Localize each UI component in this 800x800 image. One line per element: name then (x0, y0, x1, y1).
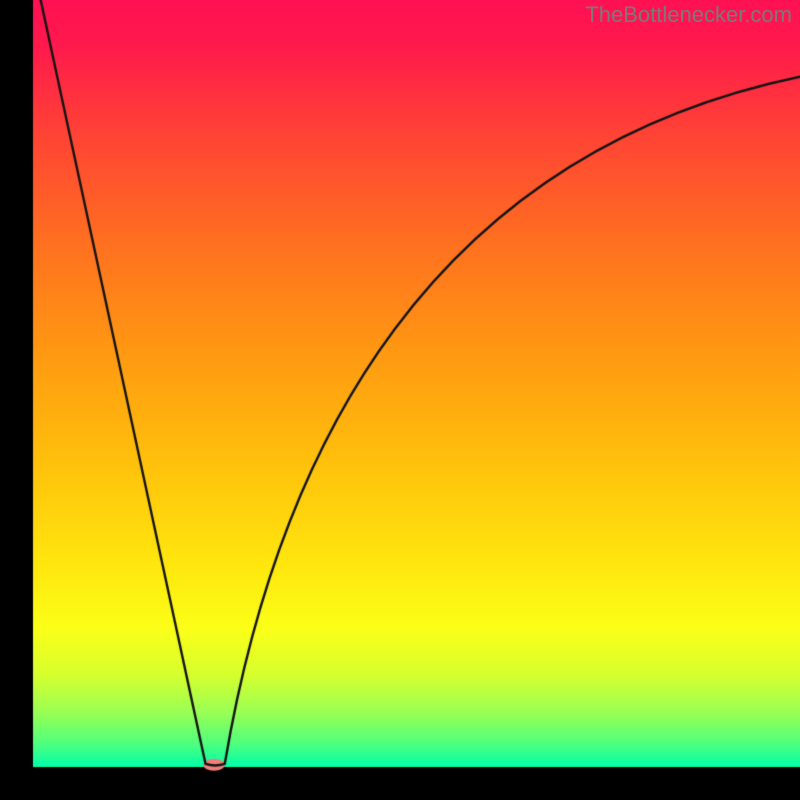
bottleneck-chart: TheBottlenecker.com (0, 0, 800, 800)
chart-canvas (0, 0, 800, 800)
watermark-text: TheBottlenecker.com (585, 2, 792, 28)
